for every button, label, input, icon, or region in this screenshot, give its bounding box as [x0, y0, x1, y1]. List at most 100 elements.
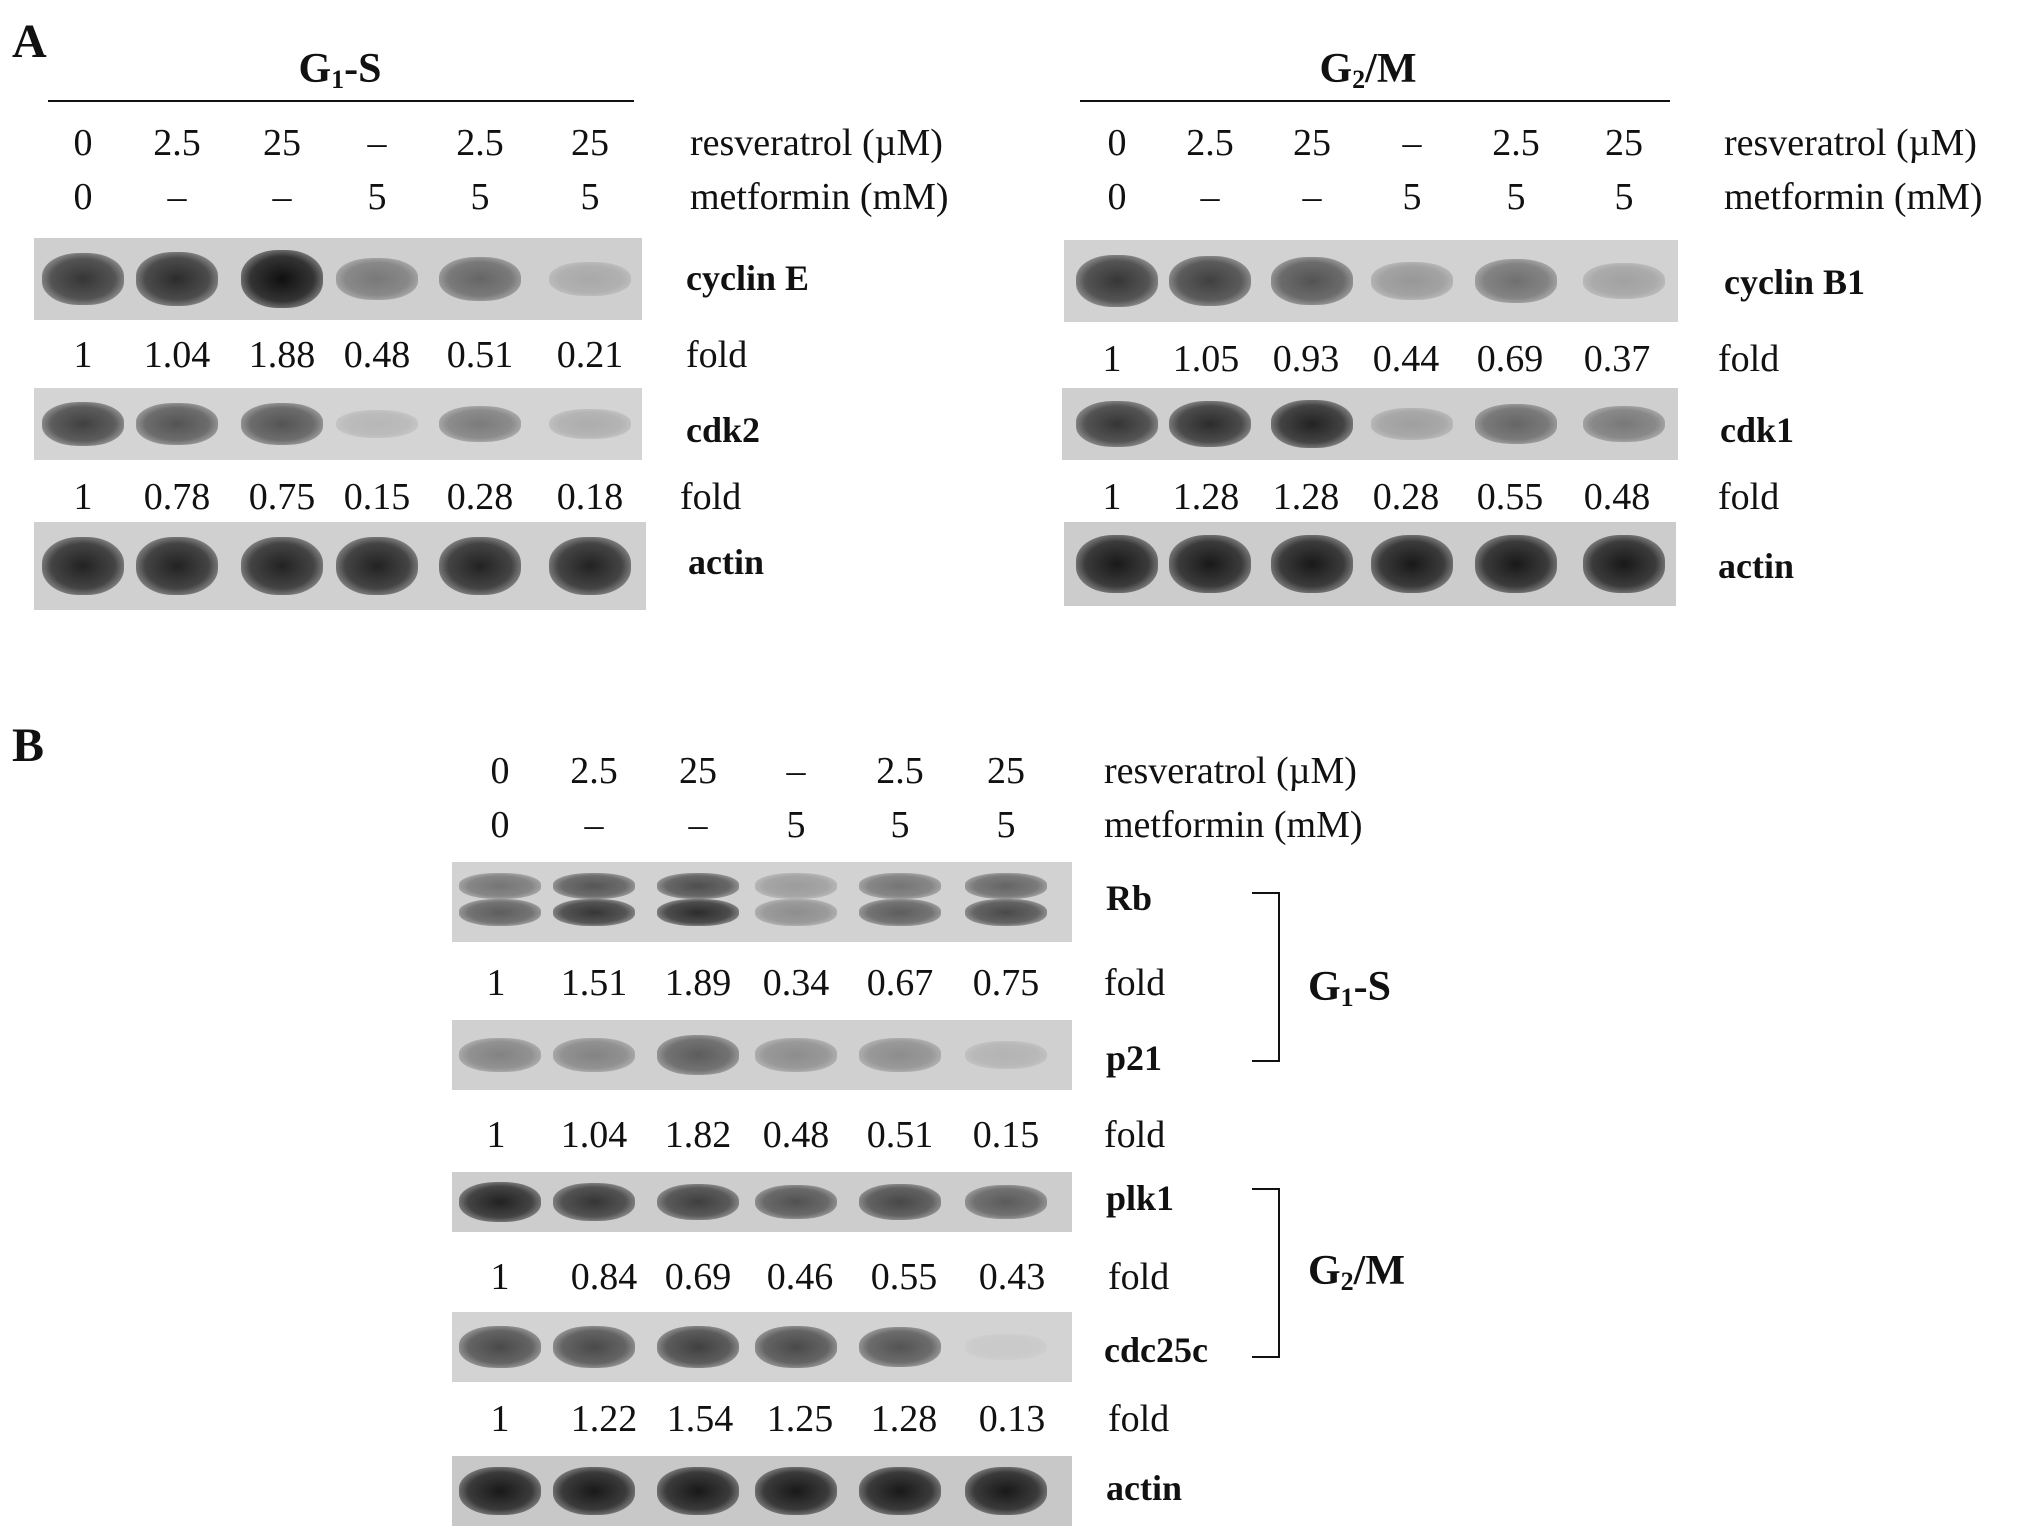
blot-cdc25c [452, 1312, 1072, 1382]
lane-value: 5 [786, 804, 806, 846]
fold-label: fold [680, 476, 742, 518]
protein-label-rb: Rb [1106, 878, 1153, 918]
fold-value: 0.15 [972, 1114, 1040, 1156]
fold-value: 0.48 [1583, 476, 1651, 518]
g2m-header: G2/M [1319, 46, 1417, 94]
g1s-bracket [1252, 892, 1280, 1062]
fold-value: 0.75 [248, 476, 316, 518]
lane-value: – [1200, 176, 1220, 218]
metformin-label: metformin (mM) [690, 176, 949, 218]
lane-value: – [367, 122, 387, 164]
fold-value: 1.54 [666, 1398, 734, 1440]
lane-value: – [1402, 122, 1422, 164]
blot-band [859, 1467, 941, 1515]
lane-value: 25 [571, 122, 609, 164]
blot-band [241, 536, 323, 596]
blot-band [859, 1326, 941, 1368]
blot-band [1475, 535, 1557, 593]
blot-actin [1064, 522, 1676, 606]
fold-value: 0.34 [762, 962, 830, 1004]
protein-label-plk1: plk1 [1106, 1178, 1175, 1218]
blot-band [136, 252, 218, 306]
blot-band [657, 1467, 739, 1515]
protein-label-cyclin-e: cyclin E [686, 258, 809, 298]
fold-value: 0.55 [870, 1256, 938, 1298]
lane-value: 2.5 [153, 122, 201, 164]
fold-value: 1 [1102, 338, 1122, 380]
fold-label: fold [1108, 1398, 1170, 1440]
blot-band [459, 1326, 541, 1368]
fold-value: 1.05 [1172, 338, 1240, 380]
fold-value: 0.18 [556, 476, 624, 518]
protein-label-p21: p21 [1106, 1038, 1163, 1078]
g1s-header-rule [48, 100, 634, 102]
lane-value: – [167, 176, 187, 218]
g2m-bracket [1252, 1188, 1280, 1358]
blot-band [755, 1467, 837, 1515]
protein-label-actin: actin [1718, 546, 1794, 586]
protein-label-cdk2: cdk2 [686, 410, 761, 450]
protein-label-cyclin-b1: cyclin B1 [1724, 262, 1865, 302]
g2m-header-rule [1080, 100, 1670, 102]
fold-value: 1.25 [766, 1398, 834, 1440]
fold-value: 0.28 [1372, 476, 1440, 518]
blot-band [755, 873, 837, 899]
blot-band [42, 536, 124, 596]
fold-label: fold [1718, 476, 1780, 518]
blot-cyclin-e [34, 238, 642, 320]
lane-value: 25 [263, 122, 301, 164]
blot-band [1169, 255, 1251, 307]
lane-value: 0 [1107, 122, 1127, 164]
fold-value: 0.48 [762, 1114, 830, 1156]
lane-value: 5 [1402, 176, 1422, 218]
lane-value: 0 [490, 804, 510, 846]
lane-value: 25 [1293, 122, 1331, 164]
fold-value: 0.44 [1372, 338, 1440, 380]
lane-value: 25 [1605, 122, 1643, 164]
lane-value: – [1302, 176, 1322, 218]
fold-value: 0.93 [1272, 338, 1340, 380]
fold-value: 1.28 [1272, 476, 1340, 518]
blot-band [136, 403, 218, 445]
blot-band [459, 1467, 541, 1515]
metformin-label: metformin (mM) [1104, 804, 1363, 846]
fold-value: 0.43 [978, 1256, 1046, 1298]
lane-value: 2.5 [456, 122, 504, 164]
lane-value: 5 [1614, 176, 1634, 218]
blot-band [859, 873, 941, 899]
protein-label-cdk1: cdk1 [1720, 410, 1795, 450]
fold-value: 0.28 [446, 476, 514, 518]
lane-value: 0 [73, 176, 93, 218]
fold-value: 1 [1102, 476, 1122, 518]
fold-value: 1.88 [248, 334, 316, 376]
blot-band [42, 253, 124, 305]
lane-value: 0 [490, 750, 510, 792]
blot-band [1583, 263, 1665, 299]
blot-band [336, 409, 418, 439]
blot-band [553, 1326, 635, 1368]
fold-value: 1.22 [570, 1398, 638, 1440]
blot-band [965, 1467, 1047, 1515]
g1s-header: G1-S [298, 46, 382, 94]
fold-value: 0.78 [143, 476, 211, 518]
resveratrol-label: resveratrol (µM) [1724, 122, 1977, 164]
blot-band [553, 1183, 635, 1221]
blot-band [439, 536, 521, 596]
lane-value: 25 [679, 750, 717, 792]
fold-label: fold [1104, 962, 1166, 1004]
fold-value: 0.51 [866, 1114, 934, 1156]
blot-band [657, 1183, 739, 1221]
blot-plk1 [452, 1172, 1072, 1232]
protein-label-actin: actin [1106, 1468, 1182, 1508]
fold-value: 1 [486, 962, 506, 1004]
fold-value: 1 [490, 1398, 510, 1440]
blot-band [1583, 535, 1665, 593]
blot-band [859, 898, 941, 926]
fold-value: 0.48 [343, 334, 411, 376]
blot-band [459, 873, 541, 899]
blot-band [965, 873, 1047, 899]
lane-value: – [272, 176, 292, 218]
lane-value: – [786, 750, 806, 792]
fold-value: 1 [73, 334, 93, 376]
